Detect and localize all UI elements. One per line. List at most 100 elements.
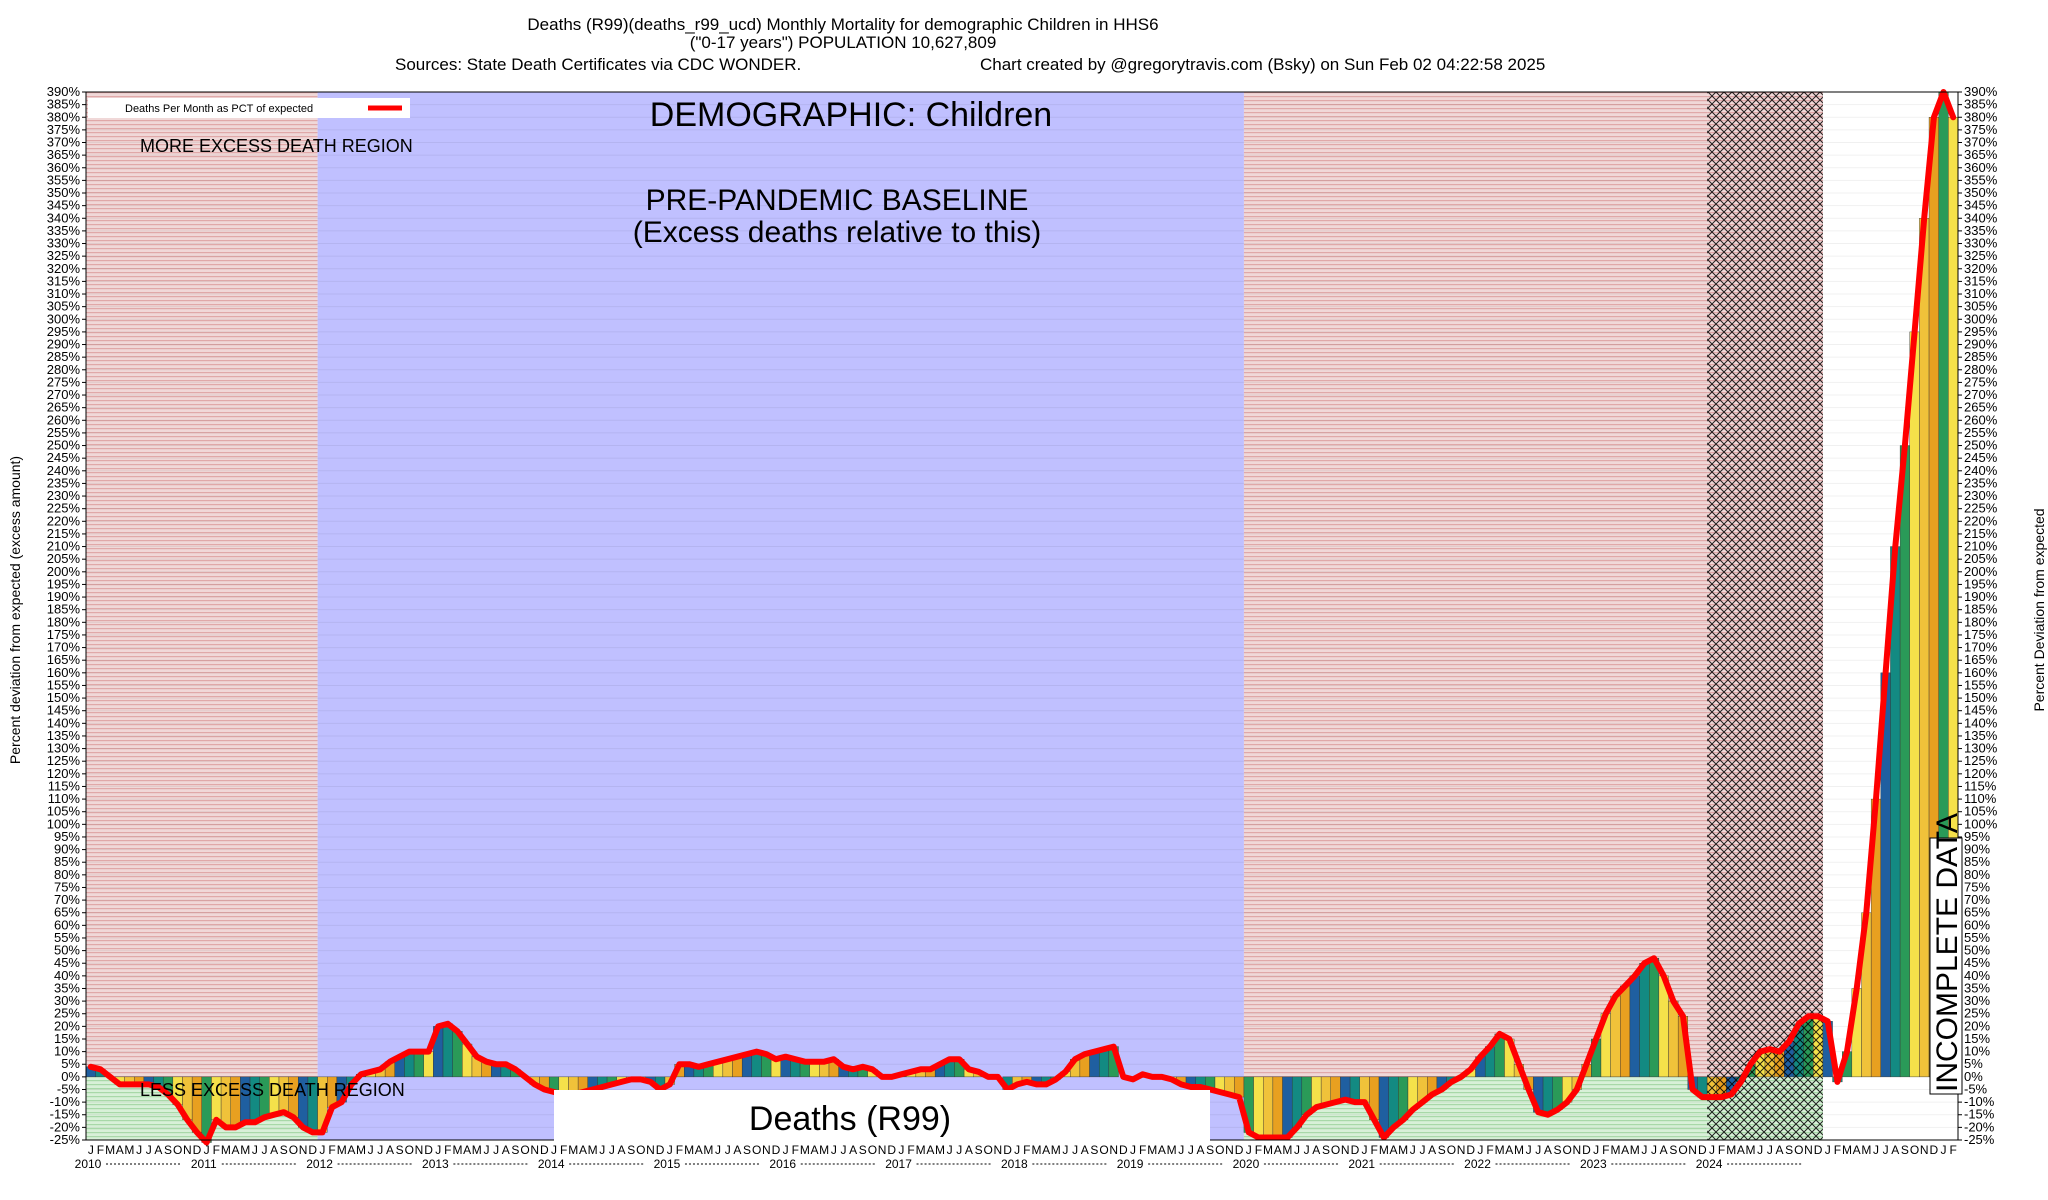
y-tick-label-left: 160%	[47, 665, 81, 680]
cause-box-label: Deaths (R99)	[749, 1100, 951, 1138]
bar	[1098, 1048, 1110, 1078]
x-month-label: A	[347, 1143, 355, 1157]
bar	[1253, 1076, 1264, 1138]
x-month-label: F	[792, 1143, 799, 1157]
y-tick-label-right: 255%	[1964, 425, 1998, 440]
x-month-label: J	[1757, 1143, 1763, 1157]
y-tick-label-right: 230%	[1964, 488, 1998, 503]
x-month-label: M	[703, 1143, 713, 1157]
y-tick-label-left: 225%	[47, 501, 81, 516]
x-month-label: O	[173, 1143, 182, 1157]
y-tick-label-left: 375%	[47, 122, 81, 137]
y-tick-label-right: 275%	[1964, 374, 1998, 389]
less-excess-label: LESS EXCESS DEATH REGION	[140, 1080, 405, 1100]
x-month-label: J	[1873, 1143, 1879, 1157]
x-month-label: S	[164, 1143, 172, 1157]
bar	[1282, 1076, 1293, 1138]
y-tick-label-right: 270%	[1964, 387, 1998, 402]
x-month-label: S	[1438, 1143, 1446, 1157]
x-month-label: S	[859, 1143, 867, 1157]
x-month-label: M	[1746, 1143, 1756, 1157]
bar	[423, 1051, 434, 1078]
y-tick-label-left: 220%	[47, 513, 81, 528]
x-month-label: M	[1147, 1143, 1157, 1157]
y-tick-label-right: 355%	[1964, 172, 1998, 187]
y-tick-label-left: 130%	[47, 741, 81, 756]
y-tick-label-right: 310%	[1964, 286, 1998, 301]
x-month-label: J	[1477, 1143, 1483, 1157]
y-tick-label-left: 280%	[47, 362, 81, 377]
x-month-label: J	[609, 1143, 615, 1157]
bar	[1542, 1076, 1553, 1115]
x-month-label: M	[819, 1143, 829, 1157]
y-tick-label-left: 135%	[47, 728, 81, 743]
y-tick-label-left: 20%	[54, 1018, 80, 1033]
x-month-label: J	[1526, 1143, 1532, 1157]
x-month-label: A	[502, 1143, 510, 1157]
y-tick-label-right: 5%	[1964, 1056, 1983, 1071]
incomplete-label-bg	[1929, 837, 1963, 1095]
y-tick-label-left: 5%	[61, 1056, 80, 1071]
x-month-label: D	[424, 1143, 433, 1157]
y-tick-label-left: 335%	[47, 223, 81, 238]
x-month-label: F	[1486, 1143, 1493, 1157]
y-tick-label-right: 90%	[1964, 842, 1990, 857]
x-month-label: J	[435, 1143, 441, 1157]
y-tick-label-right: 325%	[1964, 248, 1998, 263]
x-month-label: F	[213, 1143, 220, 1157]
x-month-label: J	[252, 1143, 258, 1157]
legend-label: Deaths Per Month as PCT of expected	[125, 103, 313, 115]
y-tick-label-right: 365%	[1964, 147, 1998, 162]
y-tick-label-left: 50%	[54, 943, 80, 958]
y-tick-label-right: -15%	[1964, 1107, 1995, 1122]
x-month-label: J	[956, 1143, 962, 1157]
legend: Deaths Per Month as PCT of expected	[88, 98, 410, 118]
x-month-label: J	[377, 1143, 383, 1157]
y-tick-label-left: 270%	[47, 387, 81, 402]
x-month-label: M	[240, 1143, 250, 1157]
x-month-label: F	[1023, 1143, 1030, 1157]
y-tick-label-right: 350%	[1964, 185, 1998, 200]
y-tick-label-right: 370%	[1964, 135, 1998, 150]
y-tick-label-right: 320%	[1964, 261, 1998, 276]
x-month-label: J	[715, 1143, 721, 1157]
x-year-label: 2013	[422, 1157, 449, 1171]
x-year-label: 2024	[1696, 1157, 1723, 1171]
x-month-label: N	[299, 1143, 308, 1157]
chart-subtitle: ("0-17 years") POPULATION 10,627,809	[690, 33, 997, 52]
y-tick-label-right: 285%	[1964, 349, 1998, 364]
y-tick-label-left: 240%	[47, 463, 81, 478]
x-month-label: A	[1621, 1143, 1629, 1157]
x-month-label: J	[1641, 1143, 1647, 1157]
x-month-label: A	[1042, 1143, 1050, 1157]
y-tick-label-left: 85%	[54, 854, 80, 869]
x-month-label: F	[97, 1143, 104, 1157]
y-tick-label-left: 155%	[47, 677, 81, 692]
x-month-label: J	[1062, 1143, 1068, 1157]
x-month-label: O	[1447, 1143, 1456, 1157]
x-month-label: J	[1130, 1143, 1136, 1157]
y-tick-label-right: -5%	[1964, 1081, 1988, 1096]
x-month-label: J	[262, 1143, 268, 1157]
x-month-label: J	[1535, 1143, 1541, 1157]
y-tick-label-right: 170%	[1964, 640, 1998, 655]
y-tick-label-right: 225%	[1964, 501, 1998, 516]
series-polyline	[87, 89, 1957, 1146]
x-month-label: J	[1651, 1143, 1657, 1157]
x-month-label: M	[1630, 1143, 1640, 1157]
y-tick-label-right: 220%	[1964, 513, 1998, 528]
x-month-label: N	[530, 1143, 539, 1157]
y-tick-label-right: 155%	[1964, 677, 1998, 692]
y-tick-label-left: 345%	[47, 198, 81, 213]
baseline-label-line2: (Excess deaths relative to this)	[633, 216, 1042, 249]
x-month-label: J	[493, 1143, 499, 1157]
x-month-label: J	[1178, 1143, 1184, 1157]
x-month-label: J	[1419, 1143, 1425, 1157]
x-month-label: J	[1014, 1143, 1020, 1157]
x-month-label: N	[1804, 1143, 1813, 1157]
chart-credit: Chart created by @gregorytravis.com (Bsk…	[980, 55, 1545, 74]
y-tick-label-left: 200%	[47, 564, 81, 579]
x-year-label: 2018	[1001, 1157, 1028, 1171]
x-month-label: J	[1709, 1143, 1715, 1157]
y-tick-label-right: 360%	[1964, 160, 1998, 175]
